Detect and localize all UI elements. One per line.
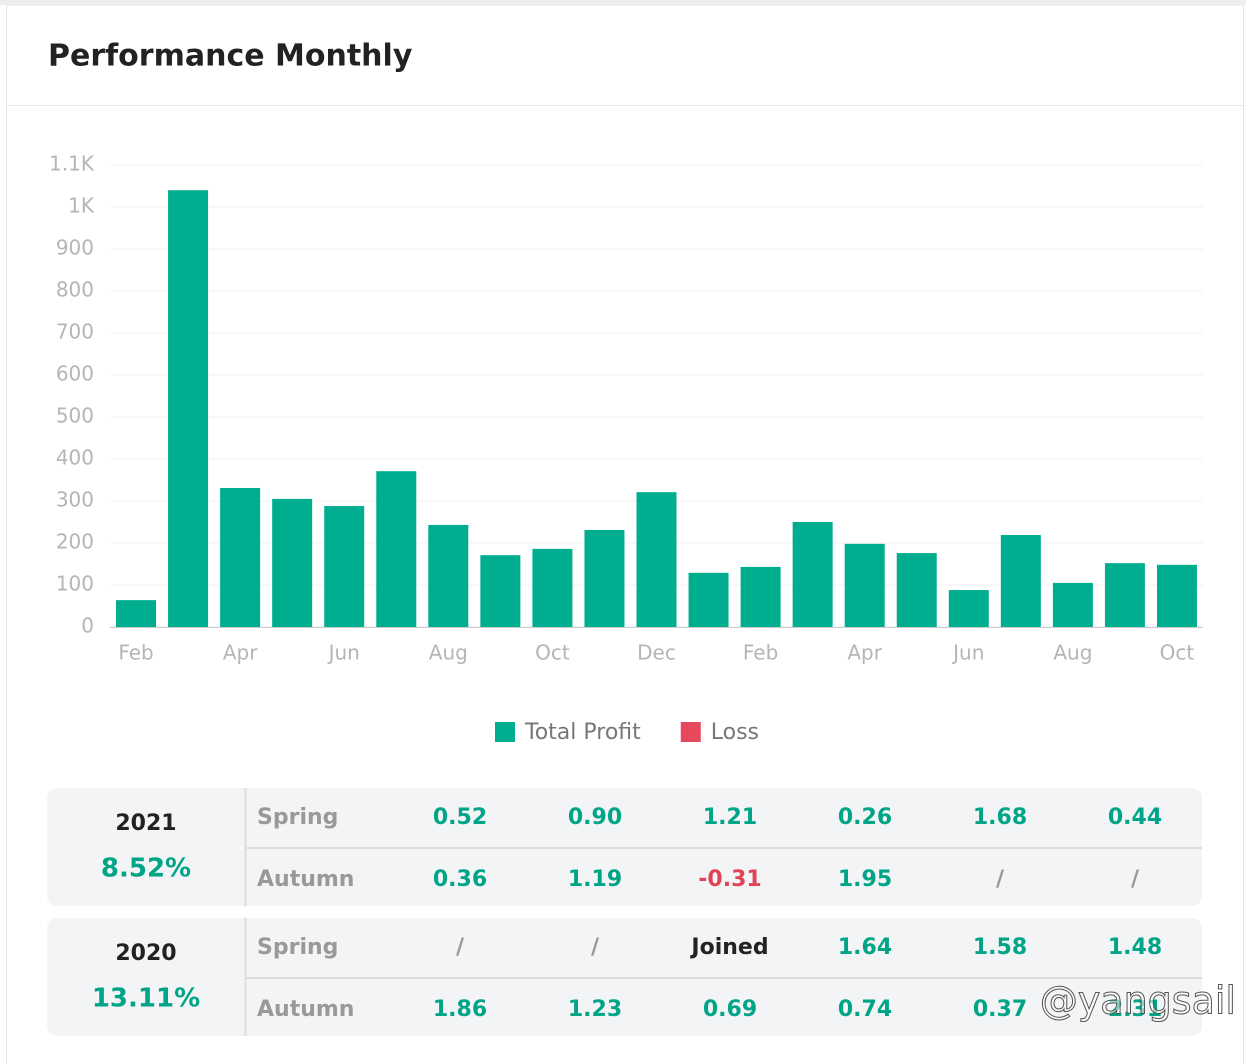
bar	[844, 543, 885, 627]
table-cell: 1.64	[838, 935, 892, 960]
table-cell: 0.37	[973, 997, 1027, 1022]
bar	[272, 498, 313, 627]
bar	[220, 487, 261, 627]
table-cell: 0.90	[568, 805, 622, 830]
watermark: @yangsail	[1040, 979, 1236, 1023]
table-cell: 1.95	[838, 867, 892, 892]
card-title: Performance Monthly	[48, 39, 413, 74]
year: 2020	[115, 941, 176, 966]
y-tick-label: 1K	[68, 194, 95, 218]
bar	[428, 524, 469, 627]
return: 13.11%	[92, 984, 200, 1014]
bar	[948, 590, 989, 627]
table-cell: 2.31	[1108, 997, 1162, 1022]
table-cell: 1.48	[1108, 935, 1162, 960]
table-cell: -0.31	[698, 867, 761, 892]
bar	[532, 548, 573, 627]
y-tick-label: 200	[56, 530, 94, 554]
y-tick-label: 100	[56, 572, 94, 596]
bar	[376, 471, 417, 627]
bar	[1000, 535, 1041, 627]
table-cell: 0.36	[433, 867, 487, 892]
x-tick-label: Aug	[429, 641, 468, 665]
x-tick-label: Jun	[327, 641, 360, 665]
table-cell: /	[1131, 867, 1140, 892]
bar	[324, 506, 365, 627]
table-cell: Joined	[689, 935, 768, 960]
bar	[636, 492, 677, 627]
year: 2021	[115, 811, 176, 836]
bar	[116, 600, 157, 627]
bar	[168, 190, 209, 627]
x-tick-label: Dec	[637, 641, 676, 665]
table-cell: 0.74	[838, 997, 892, 1022]
bar	[584, 529, 625, 627]
y-tick-label: 800	[56, 278, 94, 302]
table-cell: /	[456, 935, 465, 960]
bar	[688, 572, 729, 627]
bar	[480, 555, 521, 627]
return: 8.52%	[101, 854, 191, 884]
y-tick-label: 900	[56, 236, 94, 260]
x-tick-label: Apr	[847, 641, 882, 665]
y-tick-label: 0	[81, 614, 94, 638]
table-cell: 1.68	[973, 805, 1027, 830]
bar	[1156, 564, 1197, 627]
bar	[1052, 582, 1093, 627]
table-cell: 1.19	[568, 867, 622, 892]
bar	[740, 566, 781, 627]
table-cell: 0.26	[838, 805, 892, 830]
y-tick-label: 400	[56, 446, 94, 470]
table-cell: 1.58	[973, 935, 1027, 960]
bar	[896, 553, 937, 627]
x-tick-label: Feb	[743, 641, 778, 665]
x-tick-label: Oct	[535, 641, 570, 665]
y-tick-label: 500	[56, 404, 94, 428]
table-cell: 1.23	[568, 997, 622, 1022]
table-cell: 1.21	[703, 805, 757, 830]
bar	[792, 522, 833, 627]
y-tick-label: 300	[56, 488, 94, 512]
legend-swatch	[495, 722, 515, 742]
table-cell: /	[591, 935, 600, 960]
bar	[1104, 563, 1145, 627]
x-tick-label: Aug	[1053, 641, 1092, 665]
row-label: Autumn	[257, 997, 354, 1022]
legend-swatch	[680, 722, 701, 742]
row-label: Autumn	[257, 867, 354, 892]
table-cell: 1.86	[433, 997, 487, 1022]
top-band	[0, 0, 1246, 5]
table-cell: /	[996, 867, 1005, 892]
y-tick-label: 1.1K	[49, 152, 95, 176]
table-cell: 0.52	[433, 805, 487, 830]
row-label: Spring	[257, 805, 338, 830]
y-tick-label: 600	[56, 362, 94, 386]
x-tick-label: Oct	[1160, 641, 1195, 665]
legend-label: Loss	[711, 720, 759, 745]
y-tick-label: 700	[56, 320, 94, 344]
table-cell: 0.44	[1108, 805, 1162, 830]
x-tick-label: Jun	[951, 641, 984, 665]
x-tick-label: Apr	[223, 641, 258, 665]
legend-label: Total Profit	[524, 720, 641, 745]
table-cell: 0.69	[703, 997, 757, 1022]
row-label: Spring	[257, 935, 338, 960]
x-tick-label: Feb	[118, 641, 153, 665]
